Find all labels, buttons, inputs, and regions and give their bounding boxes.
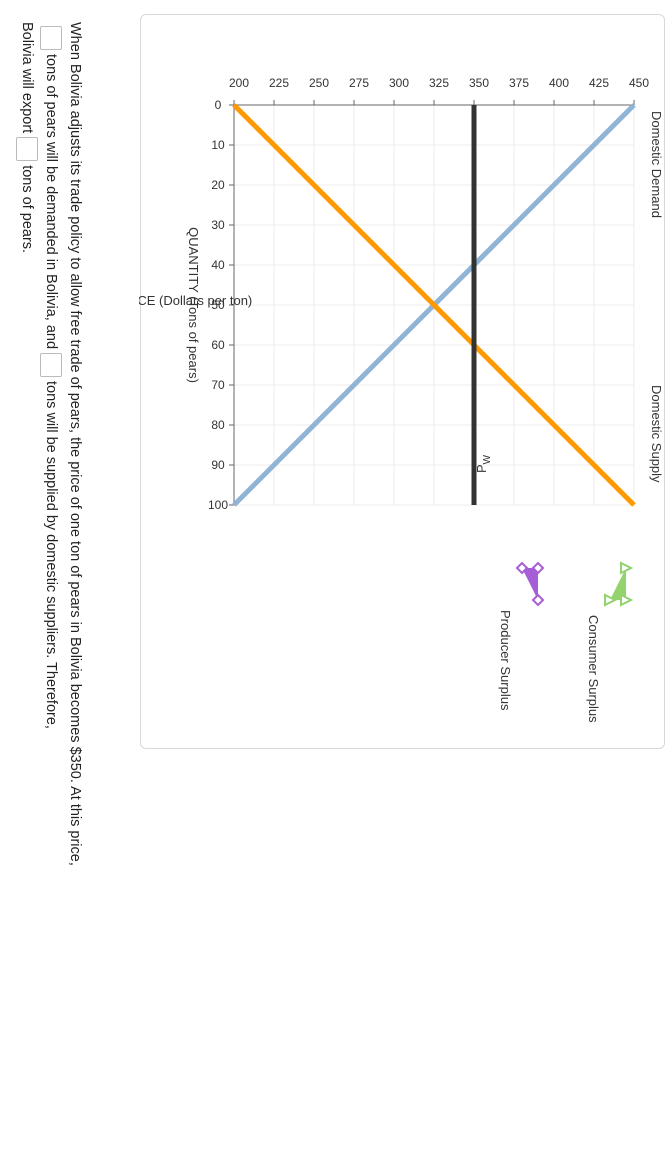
x-tick-label: 50 xyxy=(211,298,225,312)
y-tick-label: 200 xyxy=(229,76,249,90)
question-text: When Bolivia adjusts its trade policy to… xyxy=(15,22,87,1132)
question-text-part3: tons will be supplied by domestic suppli… xyxy=(43,381,59,729)
legend: Consumer Surplus Producer Surplus xyxy=(498,561,634,723)
producer-surplus-handle-icon xyxy=(531,561,545,575)
x-tick-label: 10 xyxy=(211,138,225,152)
y-tick-label: 400 xyxy=(549,76,569,90)
y-tick-label: 375 xyxy=(509,76,529,90)
supplied-quantity-input[interactable] xyxy=(39,353,62,378)
x-tick-label: 0 xyxy=(215,98,222,112)
grid xyxy=(234,105,635,506)
y-tick-label: 425 xyxy=(589,76,609,90)
question-line-3: Bolivia will export tons of pears. xyxy=(15,22,39,1132)
y-tick-label: 450 xyxy=(629,76,649,90)
y-tick-label: 225 xyxy=(269,76,289,90)
x-tick-label: 20 xyxy=(211,178,225,192)
question-line-2: tons of pears will be demanded in Bolivi… xyxy=(39,22,63,1132)
series: Domestic Demand Domestic Supply xyxy=(232,103,664,507)
x-tick-label: 90 xyxy=(211,458,225,472)
question-line-1: When Bolivia adjusts its trade policy to… xyxy=(63,22,87,1132)
world-price-label-main: P xyxy=(474,464,489,473)
question-text-part5: tons of pears. xyxy=(19,165,35,254)
legend-label-consumer-surplus: Consumer Surplus xyxy=(586,615,601,723)
x-tick-label: 40 xyxy=(211,258,225,272)
triangle-outline-icon xyxy=(610,568,626,600)
x-tick-label: 70 xyxy=(211,378,225,392)
y-tick-label: 250 xyxy=(309,76,329,90)
question-text-part2: tons of pears will be demanded in Bolivi… xyxy=(43,54,59,350)
consumer-surplus-handle-icon xyxy=(620,561,634,575)
x-tick-label: 100 xyxy=(208,498,228,512)
x-tick-label: 30 xyxy=(211,218,225,232)
series-label-0: Domestic Demand xyxy=(649,111,664,218)
export-quantity-input[interactable] xyxy=(15,137,38,162)
diamond-outline-icon xyxy=(522,568,538,600)
y-tick-label: 275 xyxy=(349,76,369,90)
x-tick-label: 80 xyxy=(211,418,225,432)
producer-surplus-handle-icon xyxy=(531,593,545,607)
y-axis-title: PRICE (Dollars per ton) xyxy=(139,293,252,308)
supply-demand-chart: 0 10 20 30 40 50 60 70 80 90 100 200 225 250 275 300 325… xyxy=(139,76,664,723)
tick-labels: 0 10 20 30 40 50 60 70 80 90 100 200 225 250 275 300 325… xyxy=(208,76,649,512)
axes xyxy=(229,100,635,506)
demanded-quantity-input[interactable] xyxy=(39,26,62,50)
x-axis-title: QUANTITY (Tons of pears) xyxy=(186,227,201,383)
world-price-label-sub: W xyxy=(482,454,493,464)
world-price: PW xyxy=(471,105,493,505)
world-price-label: PW xyxy=(474,454,493,473)
series-line-1 xyxy=(232,103,636,507)
graph-panel: 0 10 20 30 40 50 60 70 80 90 100 200 225 250 275 300 325… xyxy=(139,14,665,749)
series-label-1: Domestic Supply xyxy=(649,385,664,483)
y-tick-label: 300 xyxy=(389,76,409,90)
legend-label-producer-surplus: Producer Surplus xyxy=(498,610,513,711)
consumer-surplus-handle-icon xyxy=(620,593,634,607)
question-text-part1: When Bolivia adjusts its trade policy to… xyxy=(67,22,83,866)
y-tick-label: 350 xyxy=(469,76,489,90)
producer-surplus-handle-icon xyxy=(515,561,529,575)
question-text-part4: Bolivia will export xyxy=(19,22,35,134)
consumer-surplus-handle-icon xyxy=(604,593,618,607)
y-tick-label: 325 xyxy=(429,76,449,90)
x-tick-label: 60 xyxy=(211,338,225,352)
